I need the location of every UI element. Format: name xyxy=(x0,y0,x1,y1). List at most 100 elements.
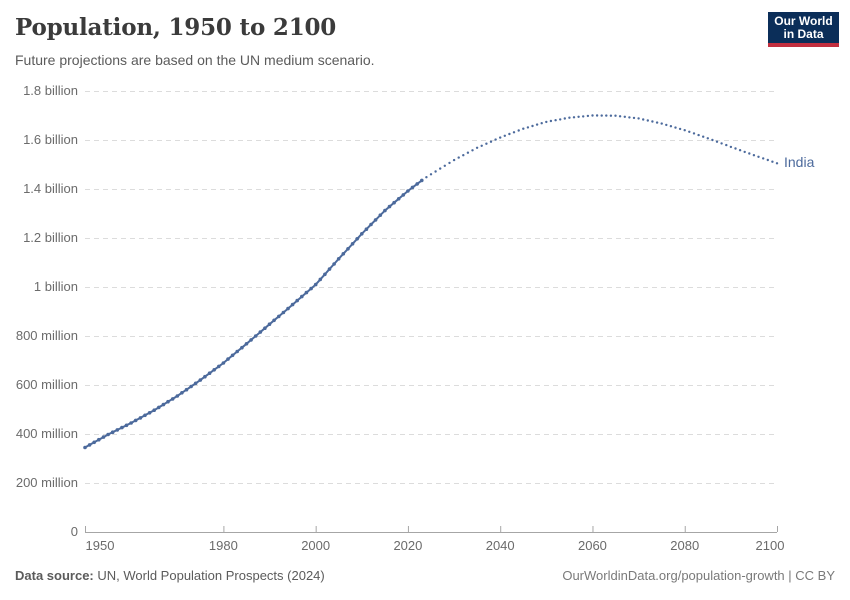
series-dot-projection xyxy=(720,142,723,145)
series-dot xyxy=(415,182,420,186)
series-dot-projection xyxy=(762,157,765,160)
series-dot xyxy=(420,178,424,183)
series-dot xyxy=(249,338,253,342)
series-dot-projection xyxy=(545,120,548,124)
series-dot xyxy=(267,322,272,327)
series-dot xyxy=(369,222,373,227)
y-tick-label: 200 million xyxy=(15,475,78,490)
series-dot xyxy=(355,237,360,241)
series-dot xyxy=(170,397,175,401)
series-dot xyxy=(323,272,327,277)
series-dot-projection xyxy=(618,115,622,118)
x-tick-label: 2100 xyxy=(755,538,785,553)
series-dot xyxy=(258,330,263,334)
series-dot-projection xyxy=(697,133,700,137)
owid-logo[interactable]: Our World in Data xyxy=(768,12,839,47)
series-dot-projection xyxy=(480,144,483,147)
series-dot-projection xyxy=(702,135,705,138)
series-dot xyxy=(336,257,341,261)
series-dot xyxy=(378,213,383,217)
series-dot-projection xyxy=(706,137,709,140)
series-dot-projection xyxy=(771,160,774,163)
series-dot xyxy=(318,277,323,282)
series-dot-projection xyxy=(748,152,751,155)
series-dot-projection xyxy=(429,173,433,176)
series-dot xyxy=(106,432,110,437)
series-dot-projection xyxy=(642,118,645,121)
series-dot xyxy=(92,440,96,445)
series-dot-projection xyxy=(775,162,779,165)
series-dot-projection xyxy=(582,115,585,118)
series-dot-projection xyxy=(725,143,728,147)
series-dot-projection xyxy=(632,116,636,120)
y-tick-label: 1 billion xyxy=(33,279,78,294)
series-dot xyxy=(304,290,309,295)
series-dot xyxy=(143,413,147,418)
series-dot xyxy=(406,189,410,193)
series-dot xyxy=(286,306,290,311)
series-dot xyxy=(350,242,355,246)
series-dot xyxy=(217,364,221,369)
citation-link[interactable]: OurWorldinData.org/population-growth | C… xyxy=(562,568,835,583)
series-dot xyxy=(203,374,207,379)
series-dot xyxy=(83,445,87,450)
series-dot-projection xyxy=(503,134,506,137)
series-dot-projection xyxy=(462,154,465,157)
y-tick-label: 1.4 billion xyxy=(23,181,78,196)
series-dot-projection xyxy=(605,114,608,117)
series-label-india[interactable]: India xyxy=(784,154,815,171)
series-dot xyxy=(133,418,138,423)
series-dot xyxy=(327,267,332,271)
y-tick-label: 600 million xyxy=(15,377,78,392)
x-tick-label: 1980 xyxy=(208,538,238,553)
series-dot-projection xyxy=(535,123,539,126)
series-dot xyxy=(277,314,281,319)
series-dot xyxy=(212,368,216,372)
series-dot-projection xyxy=(554,119,557,122)
series-dot xyxy=(253,334,258,338)
series-dot xyxy=(235,349,239,354)
series-dot xyxy=(373,218,378,222)
y-tick-label: 1.2 billion xyxy=(23,230,78,245)
series-dot-projection xyxy=(646,119,649,122)
series-dot-projection xyxy=(651,120,654,123)
series-dot xyxy=(157,405,161,410)
series-dot xyxy=(281,310,286,315)
series-dot xyxy=(166,399,170,404)
series-dot-projection xyxy=(448,161,451,165)
series-dot-projection xyxy=(665,123,668,127)
y-tick-label: 800 million xyxy=(15,328,78,343)
series-dot xyxy=(360,232,364,236)
series-dot-projection xyxy=(568,116,571,119)
series-dot xyxy=(295,298,300,303)
series-dot-projection xyxy=(452,158,456,162)
series-dot-projection xyxy=(489,140,493,143)
series-dot-projection xyxy=(683,129,686,132)
series-dot-projection xyxy=(674,126,677,129)
series-dot xyxy=(309,286,313,291)
chart-subtitle: Future projections are based on the UN m… xyxy=(15,52,375,68)
series-dot xyxy=(396,197,401,201)
series-dot xyxy=(332,262,336,266)
series-dot xyxy=(240,345,244,350)
series-dot-projection xyxy=(595,114,599,117)
series-dot-projection xyxy=(600,114,603,117)
series-dot xyxy=(101,435,106,439)
series-dot xyxy=(272,318,276,323)
series-dot xyxy=(175,394,180,398)
series-line-historical xyxy=(84,179,423,449)
x-tick-label: 2040 xyxy=(485,538,515,553)
series-dot-projection xyxy=(425,176,428,179)
series-dot xyxy=(392,200,396,205)
series-dot-projection xyxy=(623,115,626,119)
x-tick-label: 2000 xyxy=(301,538,331,553)
series-dot xyxy=(300,294,304,299)
series-dot-projection xyxy=(512,131,516,134)
series-dot-projection xyxy=(526,126,530,129)
series-dot-projection xyxy=(591,114,594,117)
series-dot-projection xyxy=(628,116,631,119)
series-dot-projection xyxy=(471,149,474,152)
series-dot-projection xyxy=(549,119,553,123)
